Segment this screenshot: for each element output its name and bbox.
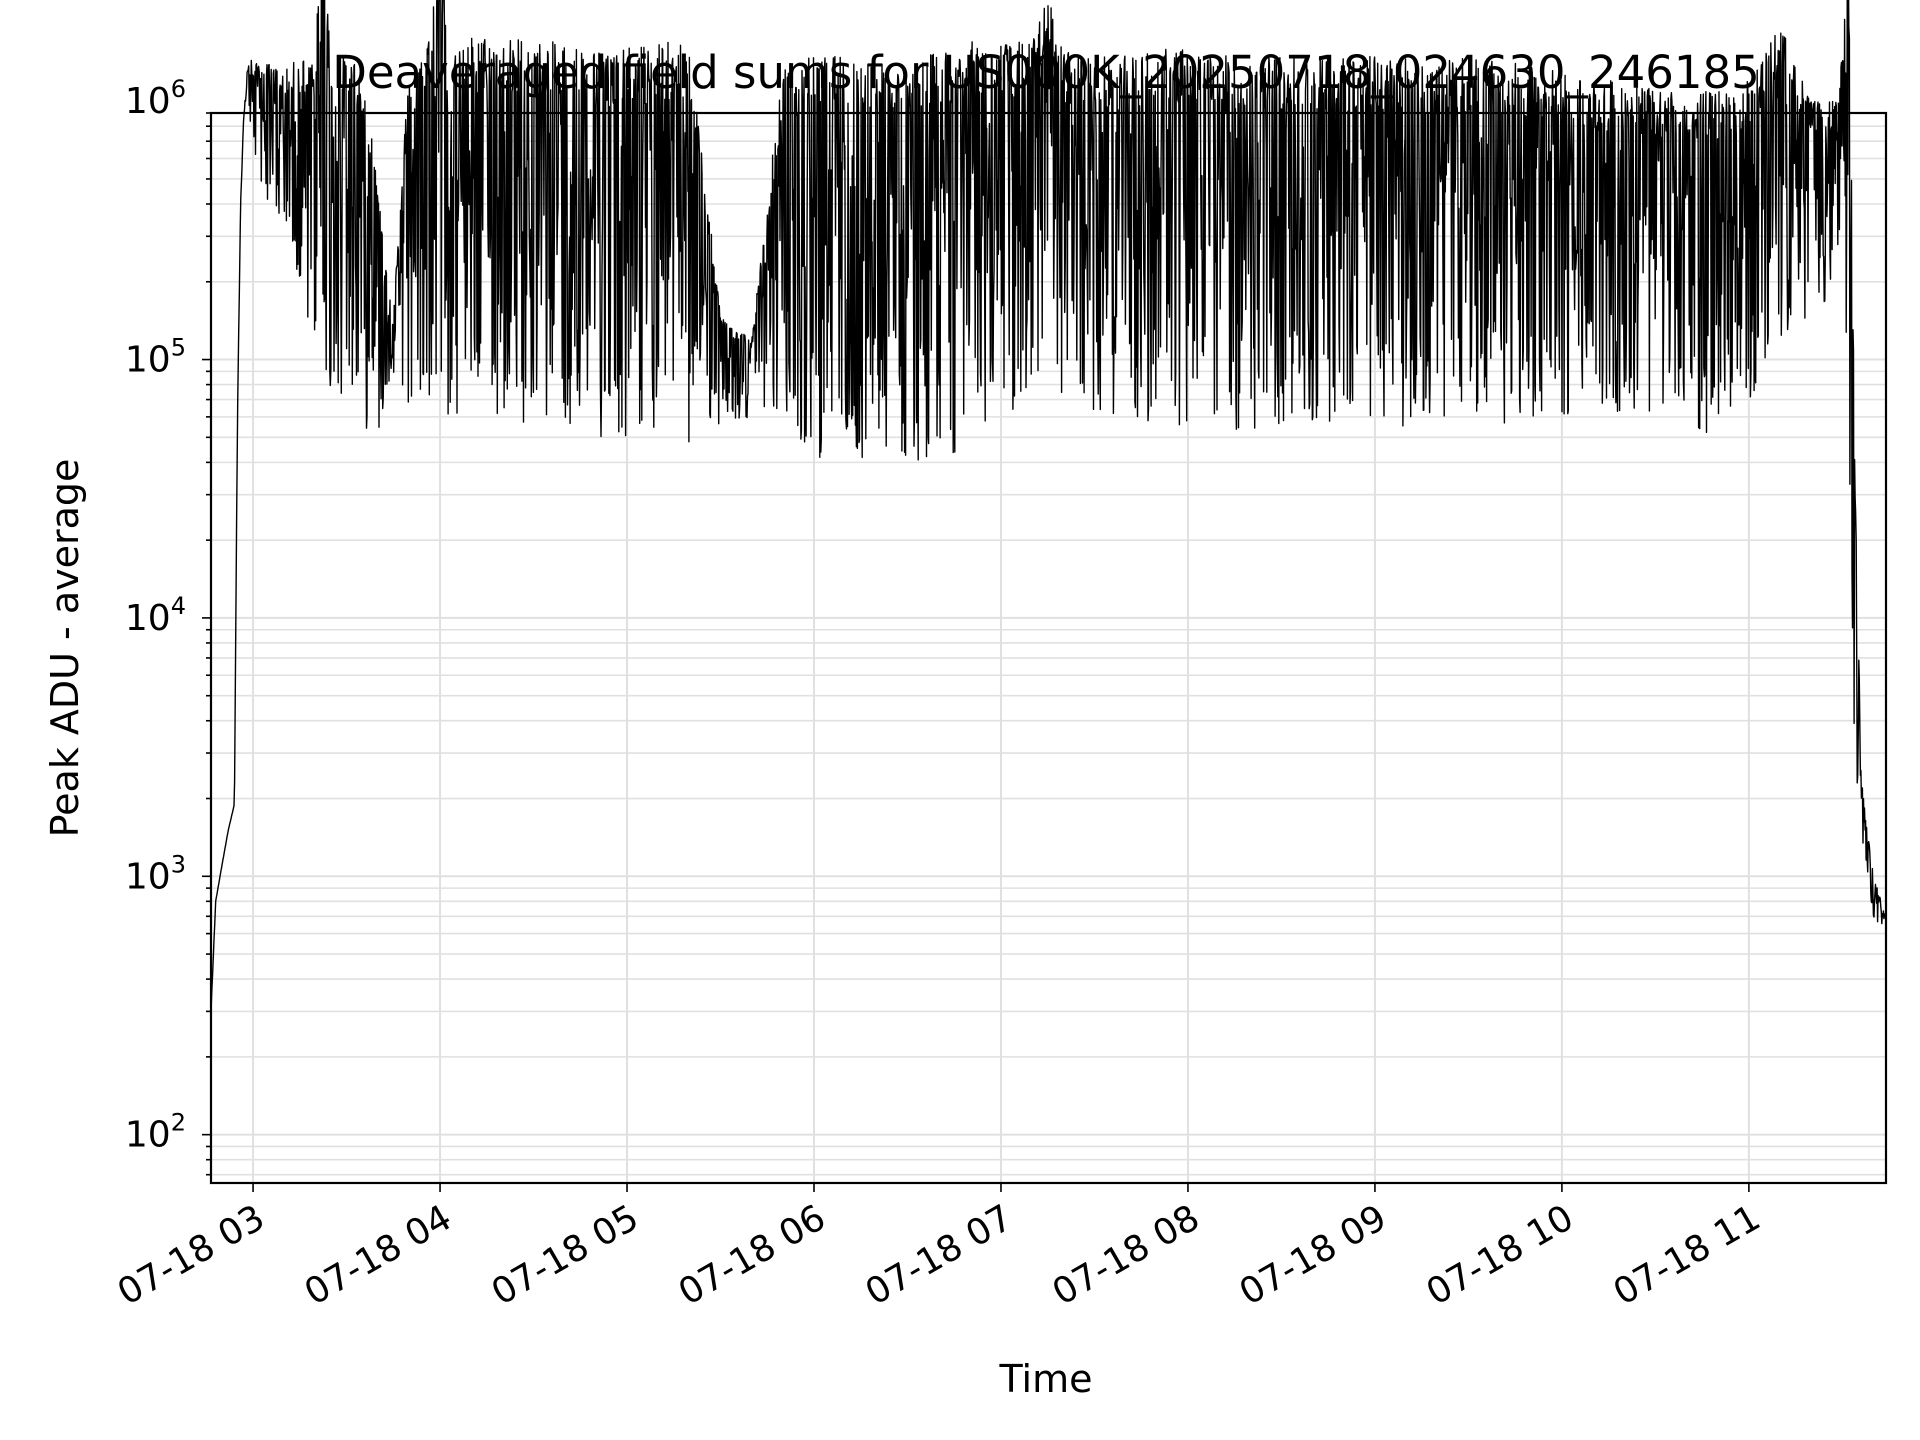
y-tick-label: 104 (125, 592, 186, 639)
y-axis-label: Peak ADU - average (43, 459, 87, 838)
plot-frame (209, 111, 1888, 1185)
y-tick-label: 106 (125, 75, 186, 122)
y-axis: 102 103 104 105 106 (125, 75, 211, 1176)
y-tick-label: 102 (125, 1109, 186, 1156)
y-tick-label: 105 (125, 334, 186, 381)
data-series (210, 0, 1887, 1012)
y-tick-label: 103 (125, 850, 186, 897)
x-axis-label: Time (999, 1357, 1093, 1401)
series-line (210, 0, 1887, 1012)
